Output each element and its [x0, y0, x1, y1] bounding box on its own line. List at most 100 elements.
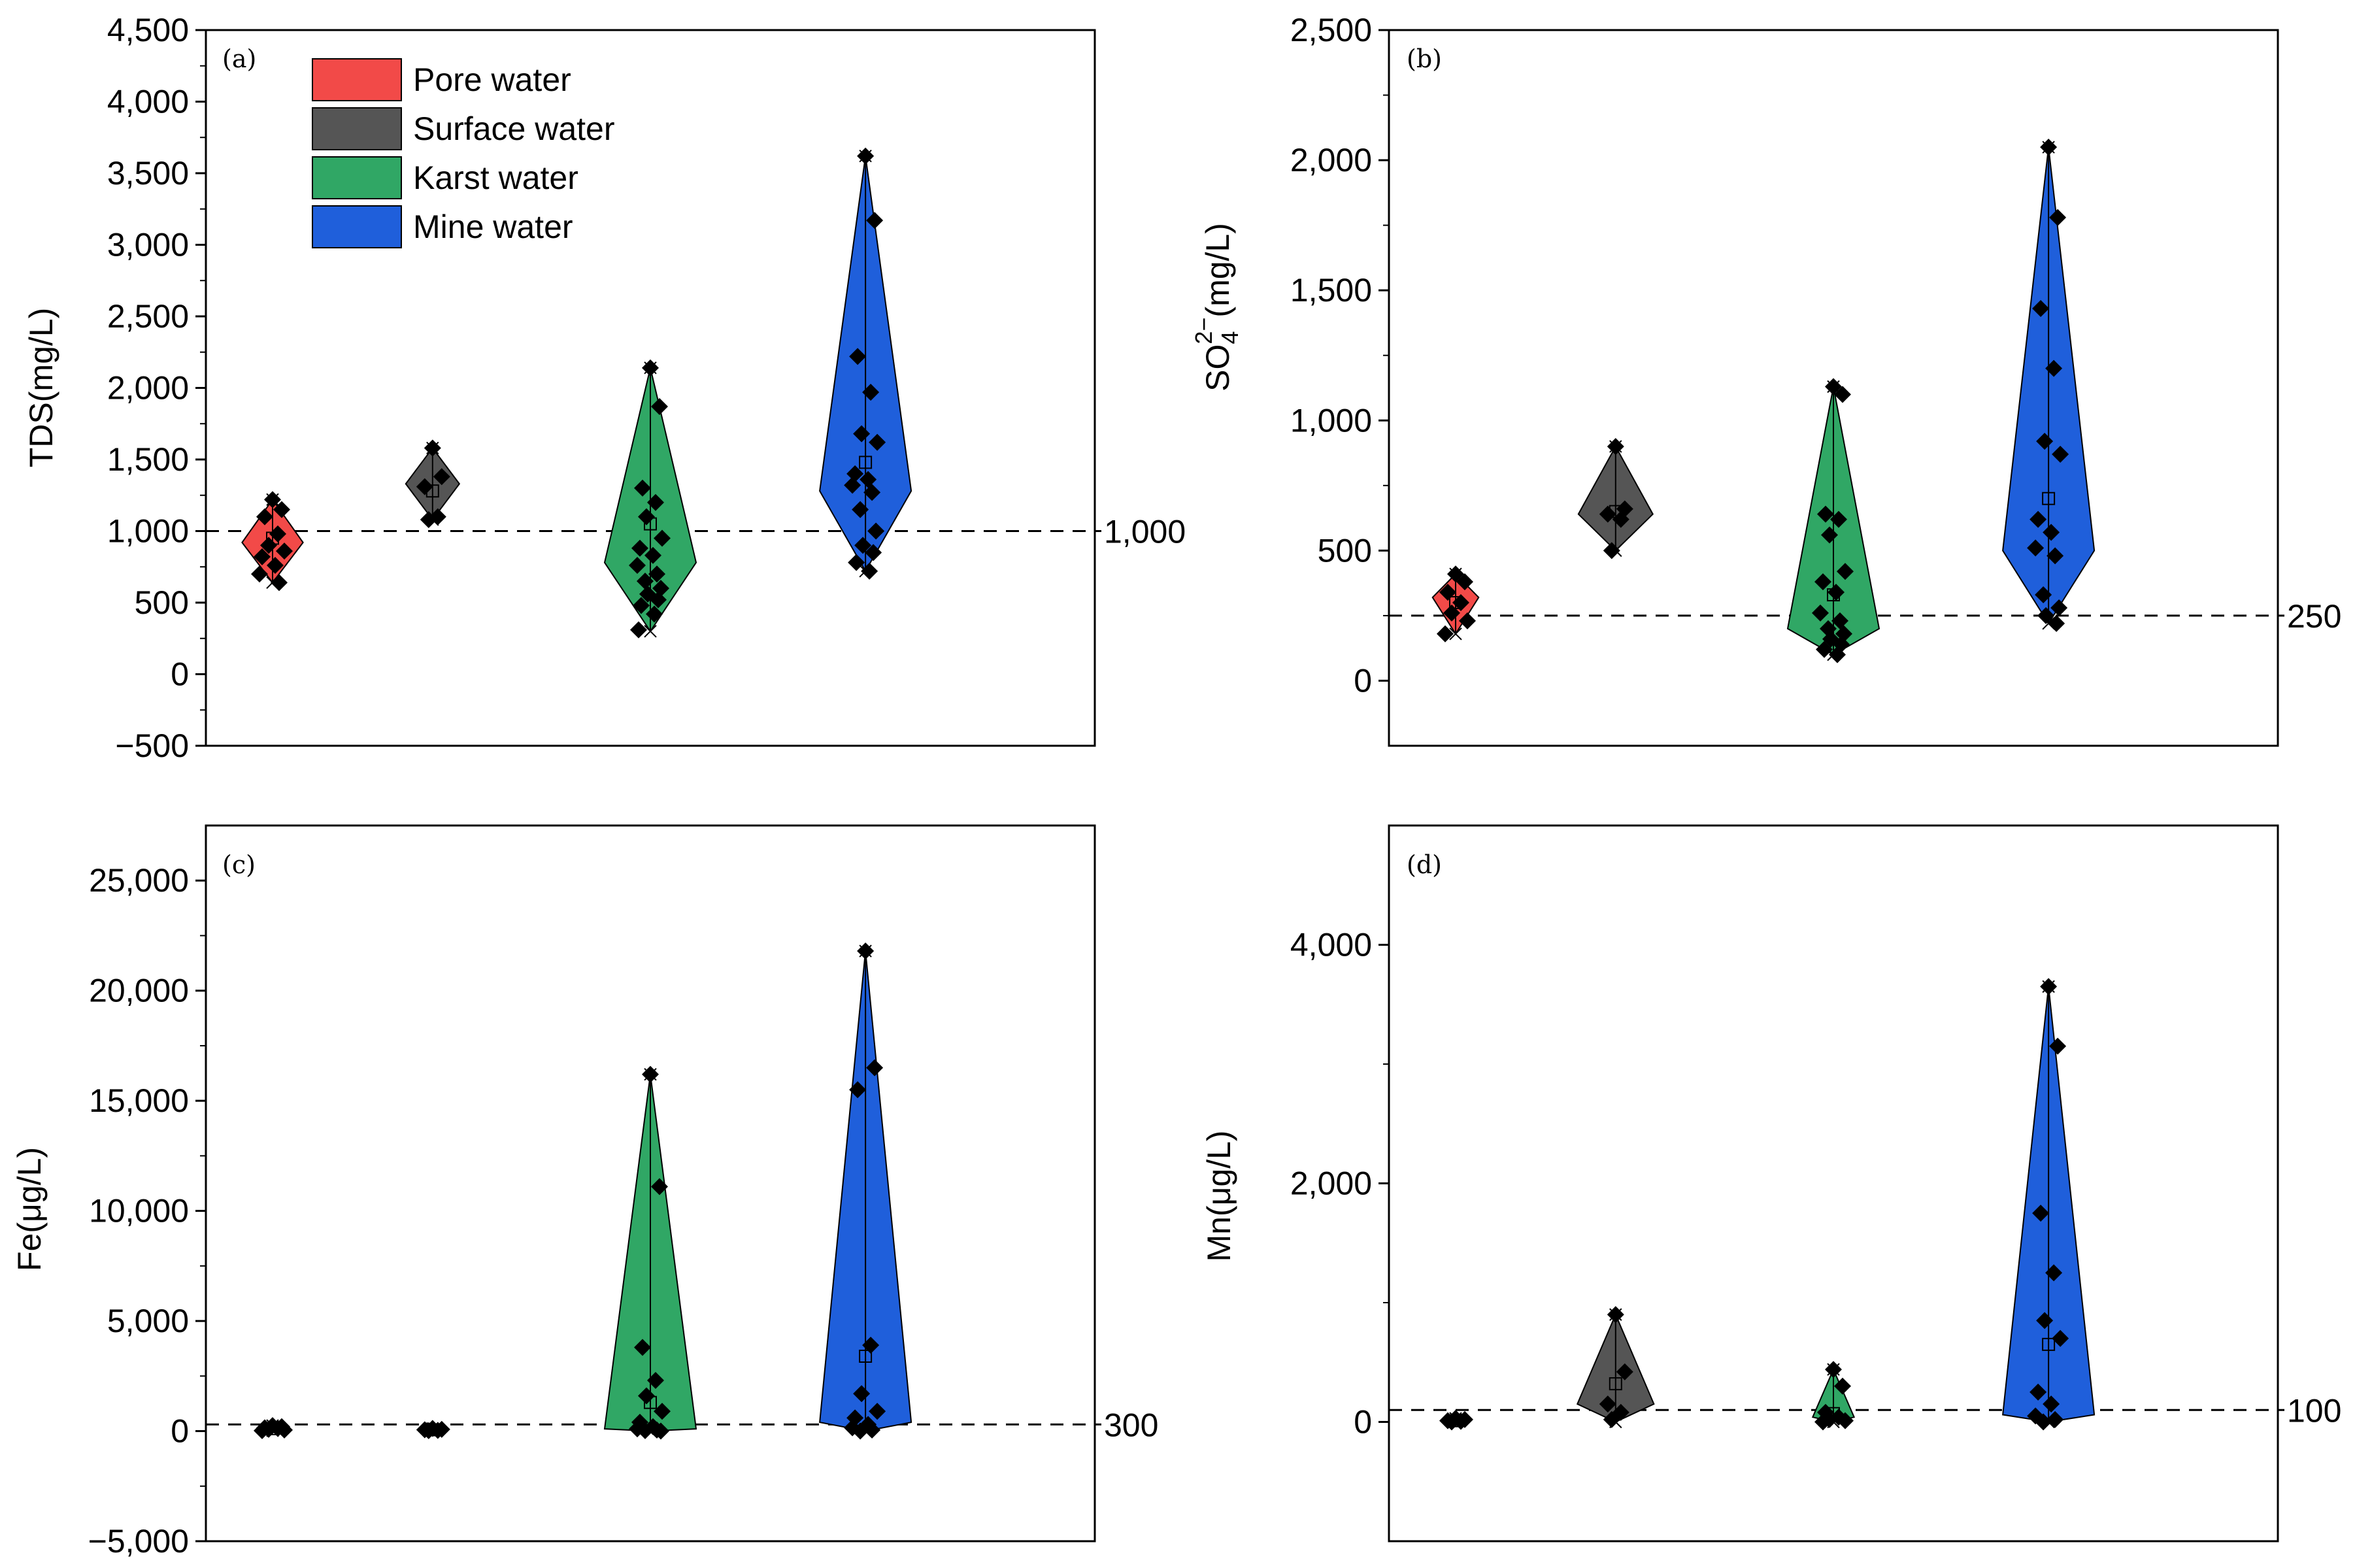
data-point	[854, 537, 872, 554]
data-point	[865, 544, 882, 561]
data-point	[857, 942, 875, 960]
data-point	[2032, 300, 2050, 318]
data-point	[1603, 542, 1620, 559]
data-point	[267, 557, 284, 575]
data-point	[1612, 510, 1629, 528]
data-point	[2050, 599, 2068, 616]
data-point	[648, 565, 665, 583]
data-point	[254, 548, 271, 565]
violins	[254, 942, 912, 1440]
data-point	[642, 1065, 659, 1083]
mean-marker	[2042, 492, 2056, 505]
data-point	[264, 491, 281, 509]
data-point	[420, 1422, 437, 1439]
data-point	[2049, 1037, 2067, 1055]
violin-karst-water	[1786, 378, 1880, 663]
data-point	[634, 1339, 651, 1356]
data-point	[646, 605, 663, 623]
data-point	[276, 1421, 293, 1439]
data-point	[1607, 438, 1624, 456]
ylabel-superscript: 2−	[1190, 318, 1217, 344]
data-point	[2029, 510, 2047, 528]
data-point	[1459, 612, 1476, 629]
violin-pore-water	[1431, 565, 1480, 642]
y-axis-title: TDS(mg/L)	[23, 308, 59, 467]
y-tick-label: −5,000	[88, 1523, 189, 1560]
legend-item-karst-water: Karst water	[312, 156, 578, 199]
data-point	[1599, 505, 1616, 523]
y-axis-title: SO42−(mg/L)	[1190, 223, 1243, 392]
data-point	[637, 573, 654, 590]
violin-mine-water	[2002, 978, 2096, 1431]
y-tick-label: 2,500	[107, 298, 189, 335]
data-point	[1837, 1412, 1854, 1429]
data-point	[2048, 614, 2065, 632]
data-point	[1834, 386, 1851, 403]
violin-pore-water	[241, 491, 304, 592]
data-point	[2040, 139, 2058, 156]
violins	[1439, 978, 2096, 1431]
y-tick-label: 4,000	[1290, 927, 1372, 963]
y-tick-label: 3,000	[107, 227, 189, 263]
y-tick-label: 2,000	[107, 370, 189, 407]
data-point	[1817, 505, 1834, 523]
legend-swatch	[312, 156, 402, 199]
data-point	[1834, 1377, 1851, 1395]
data-point	[862, 1337, 880, 1354]
data-point	[633, 597, 650, 614]
data-point	[2029, 1383, 2047, 1401]
data-point	[1443, 1413, 1460, 1431]
y-tick-label: 3,500	[107, 155, 189, 192]
data-point	[2036, 433, 2054, 450]
violin-pore-water	[1439, 1410, 1473, 1431]
legend-label: Surface water	[413, 110, 614, 147]
data-point	[650, 591, 667, 609]
data-point	[1831, 612, 1848, 629]
data-point	[869, 1403, 886, 1420]
y-tick-label: 2,000	[1290, 1165, 1372, 1202]
data-point	[1452, 1412, 1469, 1430]
data-point	[631, 539, 648, 557]
data-point	[637, 1422, 654, 1439]
data-point	[2032, 1205, 2050, 1222]
violin-surface-water	[405, 439, 461, 528]
legend-item-pore-water: Pore water	[312, 58, 571, 101]
data-point	[654, 529, 671, 547]
panel-b-sulfate: (b) 0 500 1,000 1,500 2,000 2,500 SO42−(mg/L)…	[1190, 12, 2341, 747]
data-point	[630, 621, 647, 639]
data-point	[2037, 607, 2055, 624]
y-tick-label: 0	[1354, 1404, 1372, 1441]
panel-label: (b)	[1407, 44, 1442, 73]
data-point	[271, 574, 288, 592]
data-point	[638, 508, 655, 525]
y-tick-label: −500	[115, 727, 189, 764]
data-point	[1452, 594, 1469, 611]
data-point	[1825, 1361, 1842, 1378]
y-axis-title: Mn(μg/L)	[1201, 1130, 1237, 1261]
data-point	[2049, 209, 2067, 226]
data-point	[869, 433, 886, 451]
data-point	[651, 1178, 668, 1195]
data-point	[256, 508, 273, 525]
data-point	[1456, 573, 1473, 591]
data-point	[424, 439, 441, 457]
data-point	[654, 1403, 671, 1420]
data-point	[2043, 524, 2060, 541]
data-point	[852, 1422, 869, 1440]
data-point	[866, 1059, 884, 1076]
y-axis: −5,000 0 5,000 10,000 15,000 20,000 25,000	[88, 862, 206, 1560]
reference-label: 250	[2287, 598, 2341, 635]
violin-karst-water	[1811, 1361, 1856, 1431]
data-point	[853, 1385, 871, 1403]
y-axis: 0 500 1,000 1,500 2,000 2,500	[1290, 12, 1389, 699]
y-axis-title: Fe(μg/L)	[11, 1147, 48, 1271]
y-axis: 0 2,000 4,000	[1290, 927, 1389, 1441]
data-point	[861, 562, 878, 580]
data-point	[863, 484, 881, 501]
legend-item-surface-water: Surface water	[312, 107, 614, 150]
panel-label: (c)	[222, 850, 256, 879]
y-tick-label: 1,500	[1290, 272, 1372, 309]
data-point	[642, 359, 659, 376]
data-point	[2045, 1264, 2063, 1282]
data-point	[866, 212, 884, 229]
